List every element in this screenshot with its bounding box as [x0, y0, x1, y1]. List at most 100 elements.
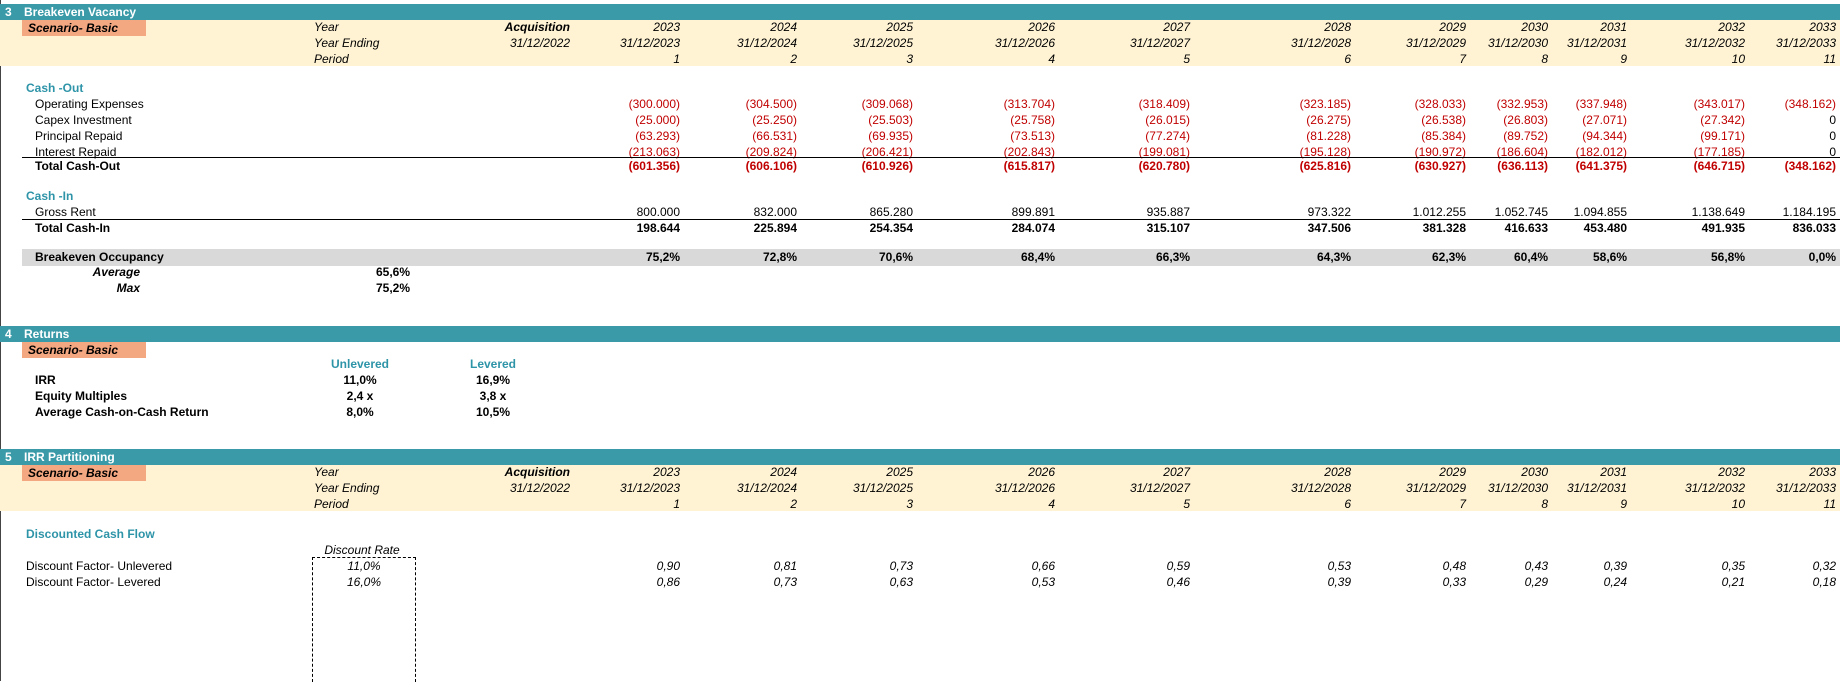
cash-out-cell[interactable]: (99.171): [1700, 129, 1745, 143]
discount-factor-cell[interactable]: 0,73: [889, 559, 913, 573]
total-cash-out-cell[interactable]: (630.927): [1414, 159, 1466, 173]
cash-out-cell[interactable]: (337.948): [1575, 97, 1627, 111]
total-cash-in-cell[interactable]: 284.074: [1011, 221, 1055, 235]
period-cell[interactable]: 11: [1823, 497, 1836, 511]
discount-factor-cell[interactable]: 0,81: [773, 559, 797, 573]
year-ending-cell[interactable]: 31/12/2032: [1684, 481, 1745, 495]
year-cell[interactable]: 2024: [770, 20, 797, 34]
cash-out-cell[interactable]: (199.081): [1138, 145, 1190, 159]
cash-out-cell[interactable]: (177.185): [1693, 145, 1745, 159]
year-ending-cell[interactable]: 31/12/2028: [1290, 36, 1351, 50]
period-cell[interactable]: 1: [673, 497, 680, 511]
total-cash-out-cell[interactable]: (646.715): [1693, 159, 1745, 173]
cash-out-cell[interactable]: (318.409): [1138, 97, 1190, 111]
discount-rate-input-box[interactable]: [312, 557, 416, 682]
discount-factor-cell[interactable]: 0,33: [1442, 575, 1466, 589]
period-cell[interactable]: 10: [1731, 497, 1745, 511]
breakeven-occupancy-cell[interactable]: 56,8%: [1710, 250, 1745, 264]
cash-out-cell[interactable]: (26.538): [1421, 113, 1466, 127]
period-cell[interactable]: 3: [906, 52, 913, 66]
year-cell[interactable]: 2032: [1718, 20, 1745, 34]
year-ending-cell[interactable]: 31/12/2030: [1487, 36, 1548, 50]
discount-rate-input[interactable]: 11,0%: [347, 559, 381, 573]
cash-out-cell[interactable]: (328.033): [1414, 97, 1466, 111]
year-ending-cell[interactable]: 31/12/2029: [1405, 481, 1466, 495]
section-header-irr-partitioning[interactable]: 5 IRR Partitioning: [0, 449, 1840, 465]
total-cash-out-cell[interactable]: (636.113): [1497, 159, 1548, 173]
year-cell[interactable]: 2030: [1521, 465, 1548, 479]
period-cell[interactable]: 2: [790, 52, 797, 66]
breakeven-occupancy-cell[interactable]: 66,3%: [1155, 250, 1190, 264]
breakeven-occupancy-cell[interactable]: 68,4%: [1020, 250, 1055, 264]
total-cash-out-cell[interactable]: (620.780): [1138, 159, 1190, 173]
period-cell[interactable]: 10: [1731, 52, 1745, 66]
year-cell[interactable]: 2026: [1028, 20, 1055, 34]
cash-out-cell[interactable]: (343.017): [1693, 97, 1745, 111]
cash-out-cell[interactable]: (89.752): [1503, 129, 1548, 143]
breakeven-occupancy-cell[interactable]: 70,6%: [878, 250, 913, 264]
section-header-breakeven[interactable]: 3 Breakeven Vacancy: [0, 4, 1840, 20]
total-cash-out-cell[interactable]: (625.816): [1299, 159, 1351, 173]
cash-out-cell[interactable]: (26.803): [1503, 113, 1548, 127]
total-cash-in-cell[interactable]: 836.033: [1792, 221, 1836, 235]
cash-in-cell[interactable]: 1.138.649: [1691, 205, 1745, 219]
acquisition-date[interactable]: 31/12/2022: [509, 36, 570, 50]
total-cash-in-cell[interactable]: 416.633: [1504, 221, 1548, 235]
discount-factor-cell[interactable]: 0,73: [773, 575, 797, 589]
total-cash-out-cell[interactable]: (601.356): [628, 159, 680, 173]
year-ending-cell[interactable]: 31/12/2029: [1405, 36, 1466, 50]
cash-out-cell[interactable]: (195.128): [1299, 145, 1351, 159]
total-cash-in-cell[interactable]: 453.480: [1583, 221, 1627, 235]
cash-out-cell[interactable]: (202.843): [1003, 145, 1055, 159]
year-ending-cell[interactable]: 31/12/2033: [1775, 36, 1836, 50]
breakeven-occupancy-cell[interactable]: 72,8%: [762, 250, 797, 264]
year-cell[interactable]: 2023: [653, 465, 680, 479]
cash-out-cell[interactable]: (27.071): [1582, 113, 1627, 127]
discount-factor-cell[interactable]: 0,18: [1812, 575, 1836, 589]
cash-out-cell[interactable]: (85.384): [1421, 129, 1466, 143]
cash-out-cell[interactable]: (26.015): [1145, 113, 1190, 127]
year-cell[interactable]: 2025: [886, 465, 913, 479]
unlevered-value[interactable]: 11,0%: [343, 373, 377, 387]
year-ending-cell[interactable]: 31/12/2032: [1684, 36, 1745, 50]
year-ending-cell[interactable]: 31/12/2030: [1487, 481, 1548, 495]
year-cell[interactable]: 2031: [1600, 20, 1627, 34]
unlevered-value[interactable]: 8,0%: [346, 405, 374, 419]
period-cell[interactable]: 7: [1459, 497, 1466, 511]
levered-value[interactable]: 16,9%: [475, 373, 511, 387]
cash-out-cell[interactable]: (63.293): [635, 129, 680, 143]
year-cell[interactable]: 2031: [1600, 465, 1627, 479]
discount-factor-cell[interactable]: 0,66: [1031, 559, 1055, 573]
cash-out-cell[interactable]: (25.250): [752, 113, 797, 127]
cash-out-cell[interactable]: 0: [1829, 129, 1836, 143]
cash-in-cell[interactable]: 899.891: [1011, 205, 1055, 219]
acquisition-date[interactable]: 31/12/2022: [509, 481, 570, 495]
discount-factor-cell[interactable]: 0,48: [1442, 559, 1466, 573]
cash-out-cell[interactable]: 0: [1829, 145, 1836, 159]
cash-in-cell[interactable]: 1.184.195: [1782, 205, 1836, 219]
year-ending-cell[interactable]: 31/12/2024: [736, 36, 797, 50]
cash-out-cell[interactable]: (182.012): [1575, 145, 1627, 159]
year-ending-cell[interactable]: 31/12/2026: [994, 36, 1055, 50]
period-cell[interactable]: 9: [1620, 52, 1627, 66]
discount-factor-cell[interactable]: 0,53: [1327, 559, 1351, 573]
year-cell[interactable]: 2026: [1028, 465, 1055, 479]
breakeven-occupancy-cell[interactable]: 60,4%: [1513, 250, 1548, 264]
cash-out-cell[interactable]: (66.531): [752, 129, 797, 143]
cash-out-cell[interactable]: (304.500): [745, 97, 797, 111]
discount-factor-cell[interactable]: 0,35: [1721, 559, 1745, 573]
levered-value[interactable]: 3,8 x: [479, 389, 507, 403]
period-cell[interactable]: 4: [1048, 497, 1055, 511]
cash-out-cell[interactable]: (300.000): [628, 97, 680, 111]
cash-out-cell[interactable]: (25.503): [868, 113, 913, 127]
total-cash-out-cell[interactable]: (606.106): [745, 159, 797, 173]
total-cash-in-cell[interactable]: 347.506: [1307, 221, 1351, 235]
scenario-selector[interactable]: Scenario- Basic: [22, 342, 146, 358]
period-cell[interactable]: 5: [1183, 497, 1190, 511]
cash-out-cell[interactable]: (77.274): [1145, 129, 1190, 143]
cash-out-cell[interactable]: (81.228): [1306, 129, 1351, 143]
period-cell[interactable]: 8: [1541, 52, 1548, 66]
total-cash-in-cell[interactable]: 315.107: [1146, 221, 1190, 235]
discount-factor-cell[interactable]: 0,63: [889, 575, 913, 589]
period-cell[interactable]: 1: [673, 52, 680, 66]
